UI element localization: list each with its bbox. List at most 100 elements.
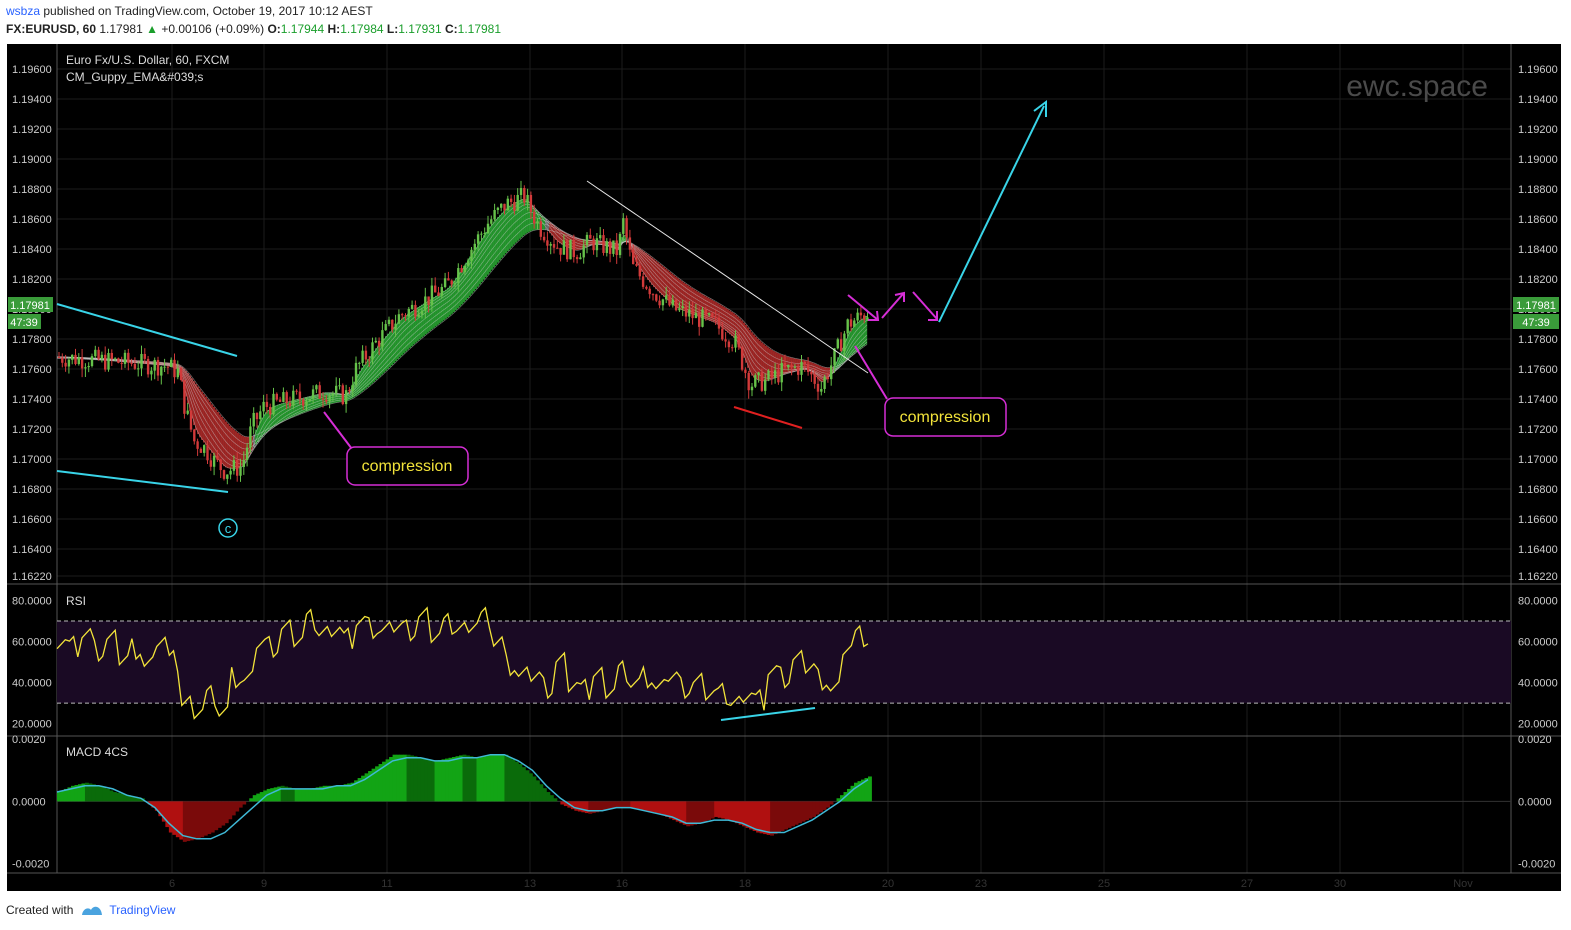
candle-body <box>196 441 199 449</box>
macd-hist-bar <box>417 757 421 802</box>
watermark: ewc.space <box>1346 70 1488 103</box>
author-link[interactable]: wsbza <box>6 4 41 18</box>
candle-body <box>302 399 305 406</box>
macd-hist-bar <box>315 787 320 802</box>
macd-hist-bar <box>483 756 488 802</box>
candle-body <box>549 244 552 246</box>
change-value: +0.00106 (+0.09%) <box>161 22 265 36</box>
ema-band-segment <box>189 375 192 412</box>
candle-body <box>384 324 387 331</box>
macd-hist-bar <box>375 766 380 802</box>
macd-hist-bar <box>829 801 834 805</box>
ema-band-segment <box>647 254 650 280</box>
candle-body <box>592 238 595 251</box>
candle-body <box>724 339 727 342</box>
macd-tick-right: 0.0000 <box>1518 796 1552 808</box>
candle-body <box>282 392 285 402</box>
macd-hist-bar <box>305 788 310 802</box>
candle-body <box>209 460 212 467</box>
rsi-divergence-line[interactable] <box>720 707 816 721</box>
ema-band-segment <box>463 265 466 303</box>
candle-body <box>757 372 760 376</box>
macd-hist-bar <box>840 795 844 802</box>
macd-hist-bar <box>651 801 656 813</box>
candle-body <box>810 371 813 375</box>
ema-band-segment <box>793 358 796 372</box>
candle-body <box>216 455 219 460</box>
wave-c-marker[interactable] <box>218 518 238 538</box>
ema-band-segment <box>535 209 538 230</box>
candle-body <box>245 447 249 461</box>
macd-hist-bar <box>749 801 754 830</box>
candle-body <box>156 359 160 376</box>
drawings[interactable]: compression compression c <box>56 100 1047 721</box>
downtrend-line[interactable] <box>586 180 869 374</box>
price-tick-left: 1.17200 <box>12 424 52 436</box>
ema-band-segment <box>565 233 568 247</box>
macd-hist-bar <box>98 785 103 802</box>
callout-box-1[interactable] <box>346 446 469 486</box>
path-arrows[interactable] <box>847 291 938 321</box>
ema-band-segment <box>529 203 532 232</box>
ema-band-segment <box>367 359 370 387</box>
macd-hist-bar <box>507 757 512 802</box>
ema-band-segment <box>481 238 484 282</box>
ema-band-segment <box>855 323 858 352</box>
macd-hist-bar <box>738 801 743 825</box>
candle-body <box>777 370 780 383</box>
candles[interactable] <box>57 180 869 485</box>
callout-box-2[interactable] <box>884 397 1007 437</box>
ema-band-segment <box>267 410 270 432</box>
candle-body <box>450 280 453 285</box>
candle-body <box>539 221 542 237</box>
tradingview-link[interactable]: TradingView <box>109 903 176 917</box>
upper-trendline[interactable] <box>56 303 238 357</box>
macd-hist-bar <box>479 757 484 802</box>
candle-body <box>77 357 80 365</box>
macd-hist-bar <box>521 767 526 802</box>
candle-body <box>67 359 71 367</box>
candle-body <box>381 330 384 347</box>
macd-title: MACD 4CS <box>66 745 128 759</box>
candle-body <box>780 362 783 383</box>
candle-body <box>275 393 278 400</box>
candle-body <box>113 358 117 360</box>
candle-body <box>391 319 394 330</box>
ema-band-segment <box>683 282 686 311</box>
candle-body <box>546 240 549 246</box>
rsi-tick-left: 60.0000 <box>12 637 52 649</box>
candle-body <box>767 370 770 380</box>
ema-band-segment <box>235 431 238 469</box>
macd-hist-bar <box>707 801 712 821</box>
lower-trendline[interactable] <box>56 470 229 493</box>
macd-hist-bar <box>623 801 628 808</box>
candle-body <box>120 362 123 364</box>
lower-low-line[interactable] <box>733 406 803 429</box>
macd-hist-bar <box>500 754 505 802</box>
ema-band-segment <box>687 285 690 313</box>
ema-band-segment <box>561 230 564 245</box>
candle-body <box>698 312 701 327</box>
low-value: 1.17931 <box>398 22 442 36</box>
ema-band-segment <box>449 285 452 316</box>
ema-band-segment <box>447 287 450 318</box>
target-arrow-line[interactable] <box>938 105 1045 323</box>
candle-body <box>335 385 338 394</box>
ema-band-segment <box>263 414 266 435</box>
candle-body <box>519 188 523 195</box>
macd-hist-bar <box>298 788 303 802</box>
ema-band-segment <box>763 344 766 381</box>
ema-band-segment <box>203 394 206 443</box>
candle-body <box>648 288 651 295</box>
macd-hist-bar <box>465 755 470 802</box>
macd-hist-bar <box>189 801 194 841</box>
candle-body <box>249 426 252 448</box>
ema-band-segment <box>283 402 286 421</box>
ema-band-segment <box>575 237 578 251</box>
candle-body <box>836 339 839 349</box>
callout-text-1: compression <box>362 458 453 475</box>
macd-hist-bar <box>542 788 547 802</box>
ema-band-segment <box>817 364 820 380</box>
macd-hist-bar <box>77 784 82 802</box>
